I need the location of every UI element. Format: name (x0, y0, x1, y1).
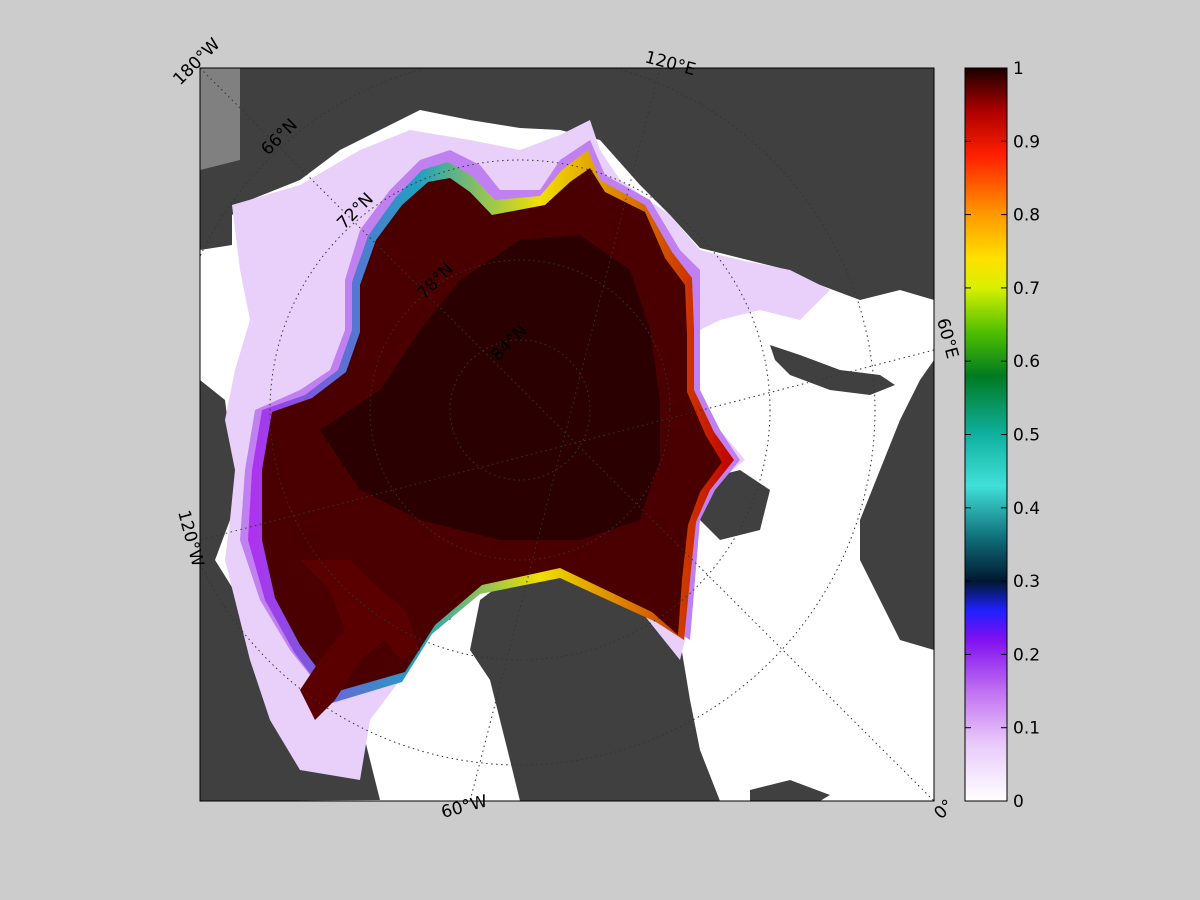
meridian-60e-120w (200, 349, 934, 541)
graticule (200, 68, 934, 801)
colorbar: 0 0.1 0.2 0.3 0.4 0.5 0.6 0.7 0.8 0.9 1 (964, 59, 1040, 812)
land-novaya-zemlya (770, 345, 895, 395)
meridian-120e-60w (469, 68, 661, 801)
land-canada (200, 380, 380, 801)
ice-channels (300, 560, 420, 720)
colorbar-tick-label: 0.8 (1013, 206, 1040, 226)
colorbar-tick-label: 0.3 (1013, 572, 1040, 592)
land-svalbard (700, 470, 770, 540)
colorbar-tick-label: 0.5 (1013, 426, 1040, 446)
land-alaska (200, 68, 420, 250)
lon-label-60e: 60°E (932, 316, 962, 361)
sea-ice-layer (225, 120, 830, 780)
land-scandinavia (860, 360, 934, 650)
colorbar-tick-label: 0.7 (1013, 279, 1040, 299)
colorbar-tick-label: 0.4 (1013, 499, 1040, 519)
ice-pack-dense (320, 235, 660, 540)
map-frame (199, 67, 935, 802)
colorbar-tick-label: 0.6 (1013, 352, 1040, 372)
colorbar-tick-label: 0.1 (1013, 719, 1040, 739)
lat-circle-78 (369, 259, 671, 561)
colorbar-tick-label: 1 (1013, 59, 1024, 79)
colorbar-ticks: 0 0.1 0.2 0.3 0.4 0.5 0.6 0.7 0.8 0.9 1 (965, 59, 1040, 812)
colorbar-tick-label: 0.9 (1013, 132, 1040, 152)
lat-circle-84 (449, 339, 591, 481)
colorbar-tick-label: 0 (1013, 792, 1024, 812)
land-light-border (200, 68, 240, 170)
map-panel: 180°W 120°E 60°E 0° 60°W 120°W 66°N 72°N… (169, 34, 962, 824)
colorbar-gradient (964, 67, 1008, 802)
land-iceland (750, 780, 830, 801)
land-siberia (420, 68, 934, 300)
lat-circle-66 (200, 68, 876, 766)
lon-label-0: 0° (930, 796, 958, 824)
lat-circle-72 (269, 159, 771, 661)
colorbar-tick-label: 0.2 (1013, 645, 1040, 665)
